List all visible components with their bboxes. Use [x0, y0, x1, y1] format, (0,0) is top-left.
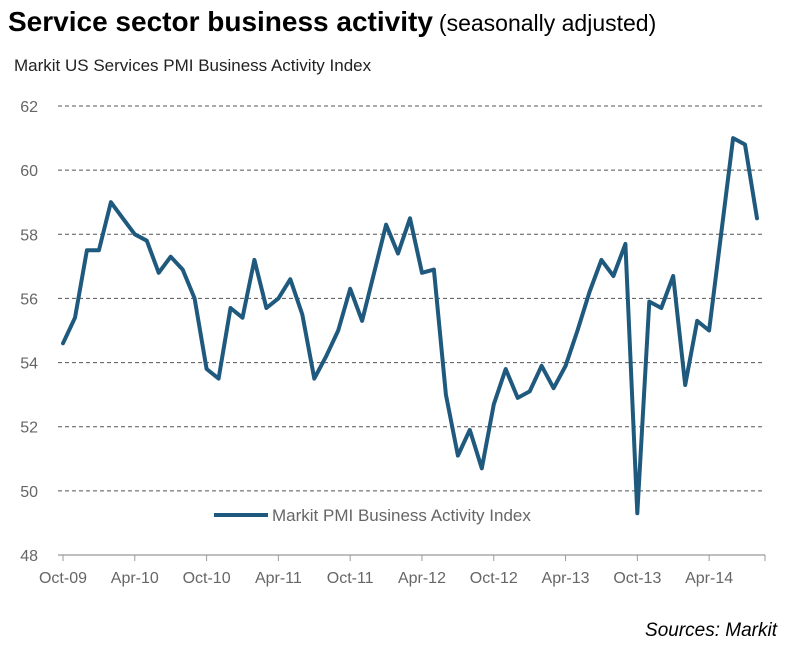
y-tick-label: 48: [20, 548, 38, 565]
x-tick-label: Oct-13: [613, 570, 661, 587]
y-tick-label: 54: [20, 356, 38, 373]
x-axis-ticks: Oct-09 Apr-10 Oct-10 Apr-11 Oct-11 Apr-12 Oct-…: [39, 555, 766, 587]
series-line-0: [61, 136, 759, 516]
x-tick-label: Apr-10: [111, 570, 159, 587]
source-note: Sources: Markit: [645, 620, 777, 641]
y-tick-label: 58: [20, 227, 38, 244]
y-tick-label: 62: [20, 99, 38, 116]
x-tick-label: Oct-10: [183, 570, 231, 587]
chart-title: Service sector business activity: [8, 6, 433, 37]
x-tick-label: Apr-11: [255, 570, 302, 587]
y-tick-label: 56: [20, 291, 38, 308]
legend: Markit PMI Business Activity Index: [214, 506, 531, 525]
x-tick-label: Apr-12: [398, 570, 446, 587]
series-layer: [61, 136, 759, 516]
chart-title-note: (seasonally adjusted): [438, 10, 657, 36]
x-tick-label: Apr-13: [542, 570, 590, 587]
y-tick-label: 52: [20, 420, 38, 437]
x-tick-label: Apr-14: [685, 570, 733, 587]
x-tick-label: Oct-11: [327, 570, 374, 587]
grid-lines: [58, 105, 765, 492]
x-tick-label: Oct-12: [470, 570, 518, 587]
y-tick-label: 60: [20, 163, 38, 180]
title-row: Service sector business activity (seasona…: [8, 6, 656, 38]
y-axis-ticks: 48 50 52 54 56 58 60 62: [20, 99, 38, 565]
x-tick-label: Oct-09: [39, 570, 87, 587]
y-tick-label: 50: [20, 484, 38, 501]
legend-label: Markit PMI Business Activity Index: [272, 506, 531, 525]
chart-subtitle: Markit US Services PMI Business Activity…: [14, 56, 372, 75]
